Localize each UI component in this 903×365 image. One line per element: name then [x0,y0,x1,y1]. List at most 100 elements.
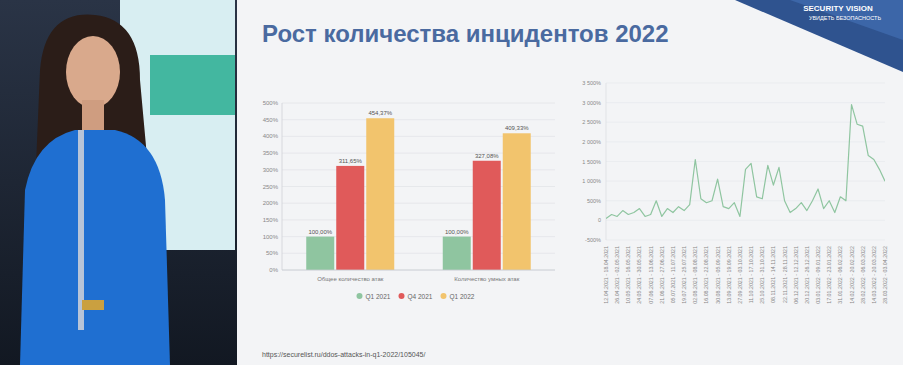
x-tick-label: Количество умных атак [454,276,519,282]
y-tick-label: 200% [263,200,279,206]
grid-line [282,103,555,104]
y-tick-label: 0% [269,267,278,273]
grid-line [606,102,885,103]
grid-line [606,220,885,221]
speaker-dress [20,130,170,365]
data-label: 311,65% [339,158,363,164]
y-tick-label: 500% [587,198,601,204]
clicker [82,300,104,310]
speaker-neck [82,100,104,130]
x-tick-label: 05.07.2021 - 11.07.2021 [670,246,676,303]
slide-title: Рост количества инцидентов 2022 [262,20,669,47]
x-tick-label: 16.08.2021 - 22.08.2021 [703,246,709,304]
tagline: УВИДЕТЬ БЕЗОПАСНОСТЬ [809,15,882,21]
x-tick-label: 28.02.2022 - 06.03.2022 [860,246,866,304]
x-tick-label: 28.03.2022 - 03.04.2022 [882,246,888,304]
x-tick-label: 07.06.2021 - 13.06.2021 [648,246,654,304]
y-tick-label: 500% [263,100,279,106]
y-tick-label: 3 000% [582,100,601,106]
grid-line [606,161,885,162]
x-tick-label: Общее количество атак [317,276,384,282]
bar [473,161,501,270]
grid-line [282,270,555,271]
x-tick-label: 11.10.2021 - 17.10.2021 [748,246,754,303]
x-tick-label: 14.02.2022 - 20.02.2022 [849,246,855,304]
y-tick-label: 400% [263,133,279,139]
x-tick-label: 19.07.2021 - 25.07.2021 [681,246,687,304]
y-axis [606,83,607,240]
y-tick-label: 150% [263,217,279,223]
source: https://securelist.ru/ddos-attacks-in-q1… [262,351,425,359]
data-label: 409,33% [505,125,529,131]
y-tick-label: 2 500% [582,119,601,125]
legend-label: Q4 2021 [408,293,433,301]
x-tick-label: 30.08.2021 - 05.09.2021 [715,246,721,304]
x-tick-label: 02.08.2021 - 08.08.2021 [692,246,698,304]
x-axis [282,270,555,271]
grid-line [606,122,885,123]
slide-background [237,0,903,365]
y-tick-label: 3 500% [582,80,601,86]
x-tick-label: 06.12.2021 - 12.12.2021 [793,246,799,304]
x-tick-label: 03.01.2022 - 09.01.2022 [815,246,821,304]
bars [306,118,531,270]
y-tick-label: 2 000% [582,139,601,145]
x-tick-label: 25.10.2021 - 31.10.2021 [759,246,765,304]
data-label: 454,37% [368,110,392,116]
legend-swatch [357,293,363,299]
grid-line [606,240,885,241]
legend-swatch [399,293,405,299]
y-tick-label: 450% [263,117,279,123]
data-label: 327,08% [475,153,499,159]
x-tick-label: 27.09.2021 - 03.10.2021 [737,246,743,304]
y-tick-label: 50% [266,250,279,256]
y-tick-label: 1 000% [582,178,601,184]
line [606,105,885,219]
x-tick-label: 13.09.2021 - 19.09.2021 [726,246,732,304]
x-tick-label: 22.11.2021 - 28.11.2021 [782,246,788,303]
x-tick-label: 14.03.2022 - 20.03.2022 [871,246,877,304]
speaker-face [66,36,120,108]
x-tick-label: 31.01.2022 - 06.02.2022 [837,246,843,304]
screen-block [150,55,235,115]
bar [503,133,531,270]
y-tick-label: 250% [263,184,279,190]
legend-swatch [441,293,447,299]
stage-background [0,0,237,365]
logo-band [735,0,903,72]
x-tick-label: 24.05.2021 - 30.05.2021 [636,246,642,304]
grid-line [282,119,555,120]
data-label: 100,00% [308,229,332,235]
y-tick-label: 0 [598,217,601,223]
x-tick-label: 12.04.2021 - 18.04.2021 [603,246,609,304]
line-chart: -500% 0 500% 1 000% 1 500% 2 000% 2 500% 3 000%… [582,80,888,304]
grid-line [606,181,885,182]
grid-line [606,141,885,142]
grid-line [606,83,885,84]
scene: SECURITY VISION УВИДЕТЬ БЕЗОПАСНОСТЬ Рост … [0,0,903,365]
x-tick-label: 26.04.2021 - 02.05.2021 [614,246,620,304]
bar [336,166,364,270]
bar-chart: 0% 50% 100% 150% 200% 250% 300% 350% 400% 450% 500… [263,100,555,301]
y-tick-label: 350% [263,150,279,156]
bar [306,237,334,270]
brand: SECURITY VISION [803,4,873,13]
x-tick-label: 10.05.2021 - 16.05.2021 [625,246,631,304]
data-label: 100,00% [445,229,469,235]
y-tick-label: 100% [263,234,279,240]
grid-line [606,200,885,201]
x-tick-label: 20.12.2021 - 26.12.2021 [804,246,810,304]
y-tick-label: -500% [585,237,601,243]
y-tick-label: 300% [263,167,279,173]
logo-band-light [790,0,903,40]
x-tick-label: 17.01.2022 - 23.01.2022 [826,246,832,304]
x-tick-label: 21.06.2021 - 27.06.2021 [659,246,665,304]
y-axis [282,103,283,270]
y-tick-label: 1 500% [582,159,601,165]
legend-label: Q1 2022 [450,293,475,301]
bar [366,118,394,270]
legend-label: Q1 2021 [366,293,391,301]
bar [443,237,471,270]
line-marks [606,105,885,219]
x-tick-label: 08.11.2021 - 14.11.2021 [770,246,776,303]
